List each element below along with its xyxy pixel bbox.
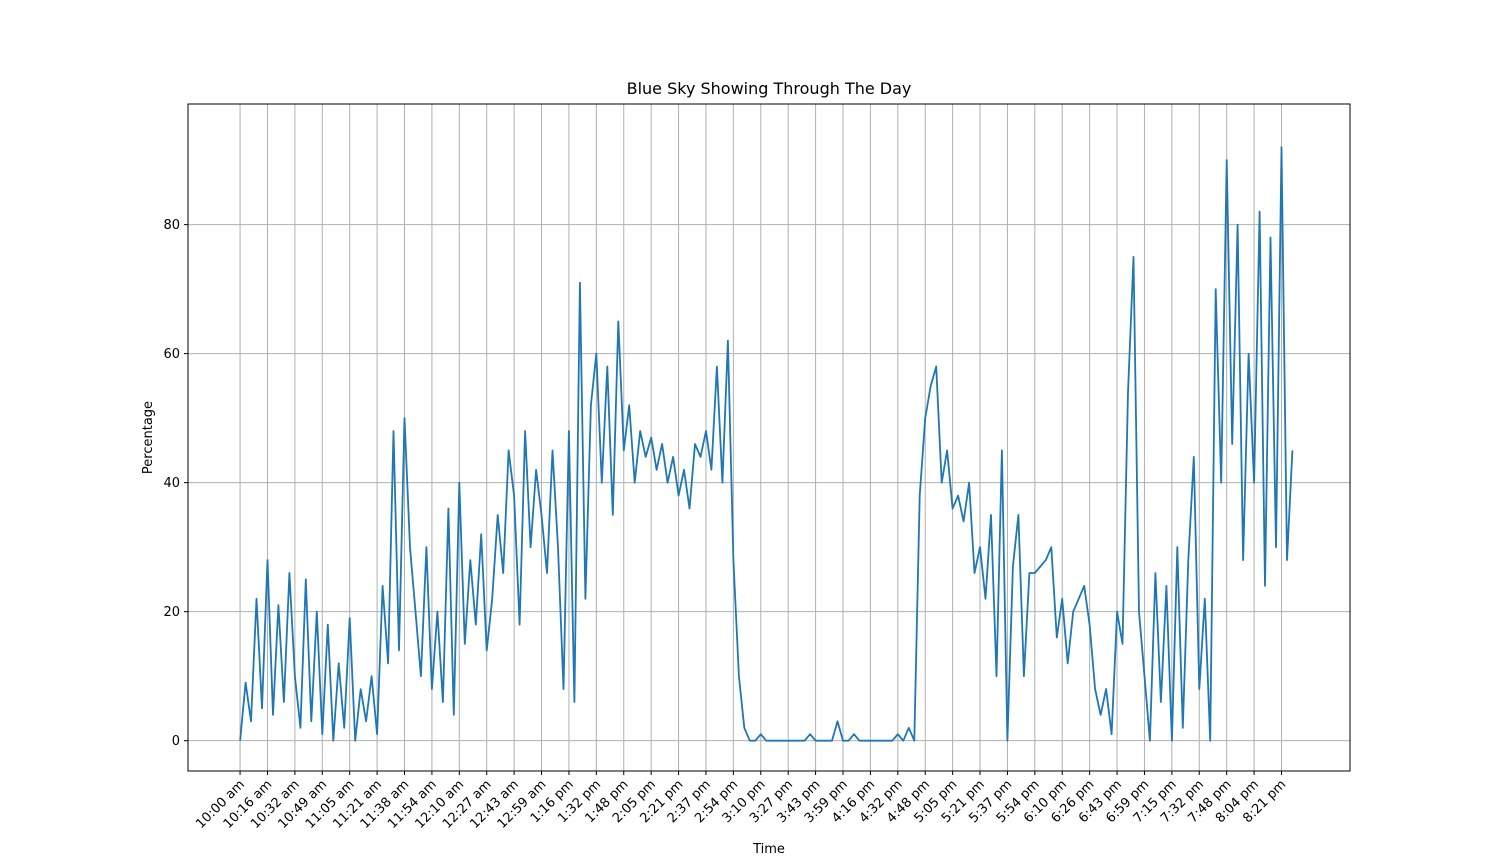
y-tick-label: 0 xyxy=(172,734,180,749)
series-line xyxy=(239,146,1294,742)
grid xyxy=(188,104,1350,771)
y-tick-label: 80 xyxy=(163,218,180,233)
y-axis-label: Percentage xyxy=(141,401,156,474)
plot-frame xyxy=(187,103,1351,772)
y-tick-label: 60 xyxy=(163,347,180,362)
y-tick-label: 40 xyxy=(163,476,180,491)
y-tick-label: 20 xyxy=(163,605,180,620)
chart-title: Blue Sky Showing Through The Day xyxy=(627,79,912,98)
x-axis-label: Time xyxy=(752,842,785,857)
